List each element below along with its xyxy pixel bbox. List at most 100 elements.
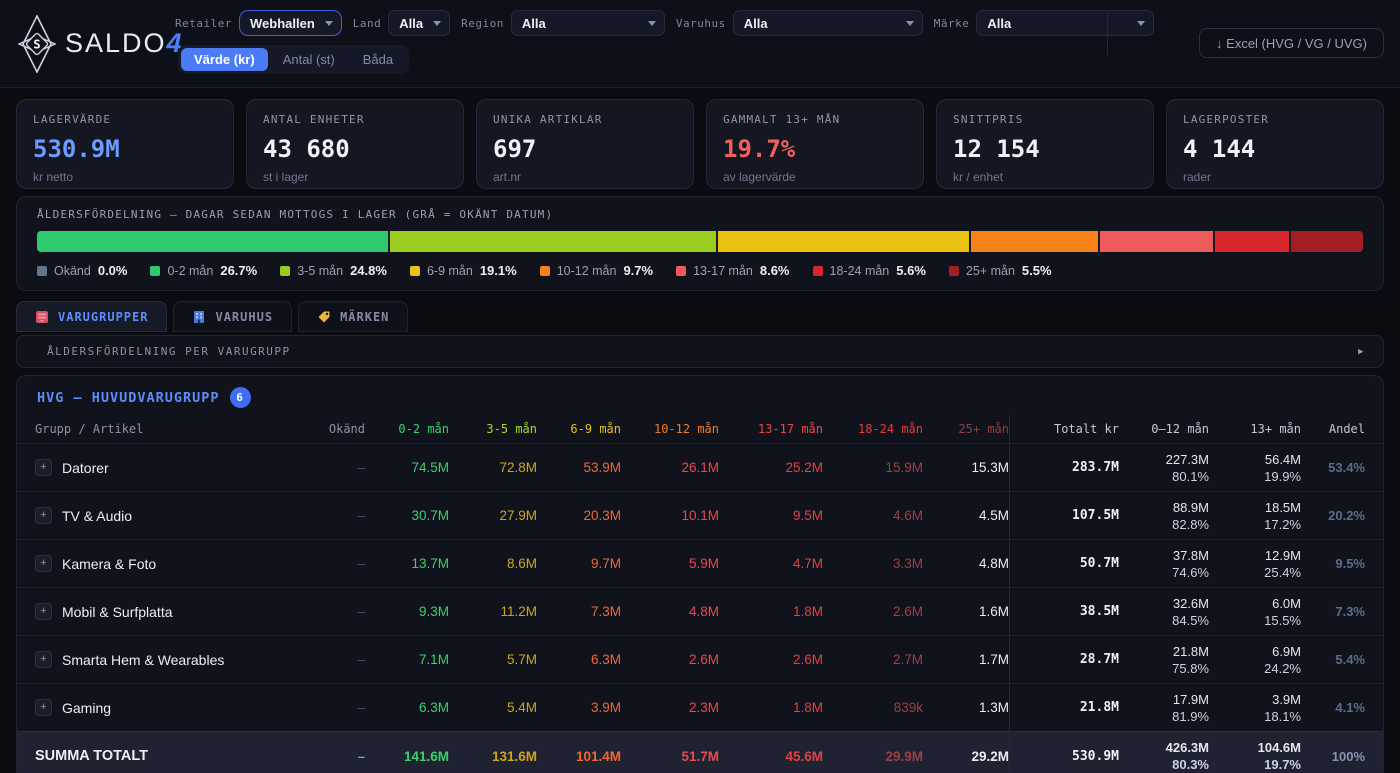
- age-value-cell: 7.1M: [418, 652, 449, 667]
- legend-label: Okänd: [54, 263, 91, 278]
- expand-row-button[interactable]: +: [35, 699, 52, 716]
- andel-cell: 53.4%: [1328, 460, 1365, 475]
- okand-cell: –: [357, 556, 365, 571]
- table-row[interactable]: + Kamera & Foto – 13.7M 8.6M 9.7M 5.9M 4.7M 3.3M…: [17, 539, 1383, 587]
- age-value-cell: 20.3M: [583, 508, 621, 523]
- age-value-cell: 15.9M: [885, 460, 923, 475]
- share-percent: 19.7%: [1264, 757, 1301, 772]
- share-percent: 84.5%: [1172, 612, 1209, 628]
- expand-row-button[interactable]: +: [35, 459, 52, 476]
- filter-label: Märke: [933, 16, 970, 30]
- age-value-cell: 1.6M: [978, 604, 1009, 619]
- table-row[interactable]: + Gaming – 6.3M 5.4M 3.9M 2.3M 1.8M 839k 1.3M 21.8…: [17, 683, 1383, 731]
- chevron-down-icon: [647, 21, 656, 26]
- old-share-cell: 6.0M 15.5%: [1209, 588, 1301, 635]
- kpi-label: LAGERPOSTER: [1183, 113, 1270, 126]
- age-segment-5: [1100, 231, 1214, 252]
- toggle-antal[interactable]: Antal (st): [282, 52, 335, 67]
- column-header: 13+ mån: [1250, 422, 1301, 436]
- expand-row-button[interactable]: +: [35, 507, 52, 524]
- share-value: 12.9M: [1264, 547, 1301, 563]
- legend-swatch-icon: [37, 265, 47, 276]
- kpi-sub: art.nr: [493, 170, 522, 184]
- kpi-sub: av lagervärde: [723, 170, 796, 184]
- age-distribution-bar: [37, 231, 1363, 252]
- filter-label: Varuhus: [675, 16, 726, 30]
- total-kr-cell: 107.5M: [1009, 492, 1119, 539]
- tab-marken[interactable]: MÄRKEN: [298, 301, 409, 332]
- legend-swatch-icon: [539, 265, 550, 276]
- accordion-title: ÅLDERSFÖRDELNING PER VARUGRUPP: [47, 345, 291, 358]
- column-header: 13-17 mån: [757, 422, 823, 436]
- share-percent: 81.9%: [1172, 708, 1209, 724]
- age-segment-2: [389, 231, 716, 252]
- toggle-varde[interactable]: Värde (kr): [181, 48, 268, 71]
- legend-swatch-icon: [676, 265, 687, 276]
- kpi-label: LAGERVÄRDE: [33, 113, 112, 126]
- column-header: 10-12 mån: [653, 422, 719, 436]
- table-row[interactable]: + Mobil & Surfplatta – 9.3M 11.2M 7.3M 4.8M 1.8…: [17, 587, 1383, 635]
- share-value: 18.5M: [1264, 499, 1301, 515]
- age-value-cell: 2.3M: [688, 700, 719, 715]
- varuhus-select[interactable]: Alla: [732, 10, 923, 36]
- age-value-cell: 2.7M: [892, 652, 923, 667]
- fresh-share-cell: 88.9M 82.8%: [1119, 492, 1209, 539]
- table-title: HVG — HUVUDVARUGRUPP: [37, 389, 220, 406]
- logo-diamond-icon: S: [18, 14, 56, 73]
- age-value-cell: 4.5M: [978, 508, 1009, 523]
- group-name: Gaming: [62, 699, 112, 716]
- filter-bar: Retailer Webhallen Land Alla Region Alla…: [175, 10, 1155, 36]
- age-per-varugrupp-accordion[interactable]: ÅLDERSFÖRDELNING PER VARUGRUPP ▶: [16, 335, 1384, 368]
- share-percent: 17.2%: [1264, 516, 1301, 532]
- hvg-table-card: HVG — HUVUDVARUGRUPP 6 Grupp / Artikel Ok…: [16, 375, 1384, 773]
- region-select[interactable]: Alla: [510, 10, 665, 36]
- summary-row: SUMMA TOTALT – 141.6M 131.6M 101.4M 51.7M 45.6…: [17, 731, 1383, 773]
- column-header: Okänd: [328, 422, 365, 436]
- group-name: SUMMA TOTALT: [35, 748, 149, 764]
- age-value-cell: 101.4M: [575, 748, 621, 764]
- chevron-down-icon: [1137, 21, 1146, 26]
- group-name: Kamera & Foto: [62, 555, 157, 572]
- tab-varugrupper[interactable]: VARUGRUPPER: [16, 301, 168, 332]
- share-percent: 18.1%: [1264, 708, 1301, 724]
- expand-row-button[interactable]: +: [35, 603, 52, 620]
- okand-cell: –: [357, 652, 365, 667]
- legend-percent: 19.1%: [479, 263, 517, 278]
- andel-cell: 4.1%: [1335, 700, 1365, 715]
- legend-item: 3-5 mån 24.8%: [280, 263, 387, 278]
- expand-row-button[interactable]: +: [35, 555, 52, 572]
- age-value-cell: 8.6M: [506, 556, 537, 571]
- legend-percent: 9.7%: [623, 263, 654, 278]
- table-row[interactable]: + TV & Audio – 30.7M 27.9M 20.3M 10.1M 9.5M 4.6M…: [17, 491, 1383, 539]
- land-select[interactable]: Alla: [388, 10, 451, 36]
- tab-varuhus[interactable]: VARUHUS: [173, 301, 293, 332]
- table-header-row: Grupp / Artikel Okänd 0-2 mån 3-5 mån 6-9 må…: [17, 415, 1383, 443]
- kpi-value: 12 154: [953, 135, 1040, 163]
- fresh-share-cell: 37.8M 74.6%: [1119, 540, 1209, 587]
- age-value-cell: 3.9M: [590, 700, 621, 715]
- retailer-select[interactable]: Webhallen: [238, 10, 342, 36]
- legend-label: 13-17 mån: [693, 263, 753, 278]
- kpi-value: 19.7%: [723, 135, 796, 163]
- kpi-antal-enheter: ANTAL ENHETER 43 680 st i lager: [246, 99, 464, 189]
- filter-region: Region Alla: [461, 10, 665, 36]
- excel-export-button[interactable]: ↓ Excel (HVG / VG / UVG): [1199, 28, 1384, 58]
- group-name-cell: + Kamera & Foto: [35, 540, 289, 587]
- marken-icon: [318, 311, 330, 322]
- marke-select[interactable]: Alla: [976, 10, 1155, 36]
- legend-percent: 0.0%: [97, 263, 128, 278]
- share-value: 426.3M: [1165, 740, 1209, 755]
- toggle-bada[interactable]: Båda: [362, 52, 394, 67]
- share-value: 3.9M: [1272, 691, 1301, 707]
- group-name: Smarta Hem & Wearables: [62, 651, 225, 668]
- legend-label: 0-2 mån: [167, 263, 214, 278]
- old-share-cell: 18.5M 17.2%: [1209, 492, 1301, 539]
- tab-label: VARUGRUPPER: [58, 309, 149, 324]
- group-name: Mobil & Surfplatta: [62, 603, 173, 620]
- expand-row-button[interactable]: +: [35, 651, 52, 668]
- table-row[interactable]: + Smarta Hem & Wearables – 7.1M 5.7M 6.3M 2.6M…: [17, 635, 1383, 683]
- fresh-share-cell: 21.8M 75.8%: [1119, 636, 1209, 683]
- age-value-cell: 1.8M: [792, 604, 823, 619]
- table-row[interactable]: + Datorer – 74.5M 72.8M 53.9M 26.1M 25.2M 15.9M 1…: [17, 443, 1383, 491]
- varugrupper-icon: [36, 310, 48, 323]
